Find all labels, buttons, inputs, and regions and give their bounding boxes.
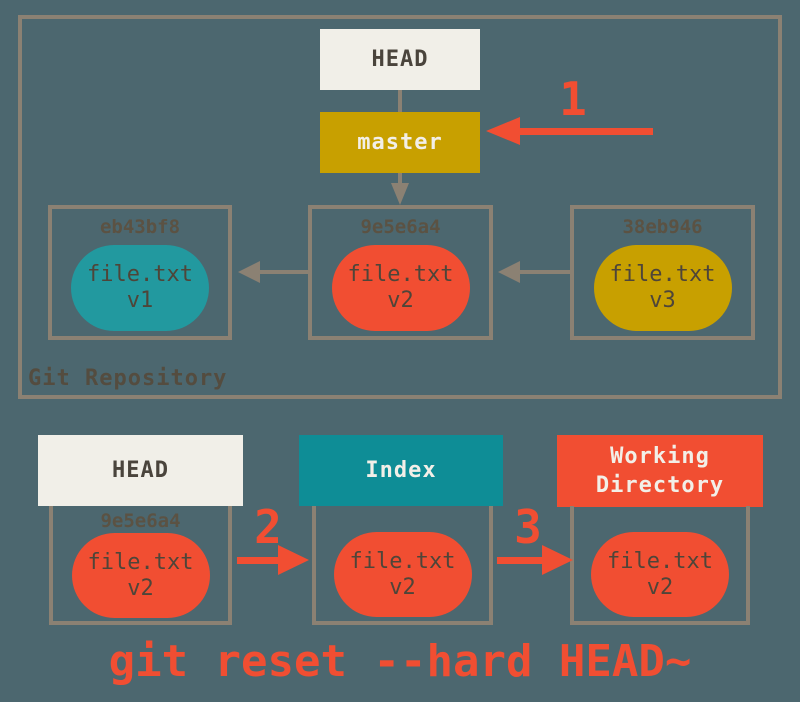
file-version: v2 [387,288,414,313]
index-snapshot-box: file.txt v2 [312,506,493,625]
step2-arrowhead-icon [278,545,312,575]
file-version: v2 [127,575,154,601]
file-version: v3 [649,288,676,313]
commit2-to-commit1-line [256,270,310,274]
master-branch-label: master [357,130,443,155]
working-directory-area-box: Working Directory [557,435,763,507]
commit-box-38eb946: 38eb946 file.txt v3 [570,205,755,340]
master-to-commit-line [398,173,402,185]
head-area-box: HEAD [38,435,243,506]
index-area-box: Index [299,435,503,506]
commit-box-eb43bf8: eb43bf8 file.txt v1 [48,205,232,340]
commit3-to-commit2-arrowhead-icon [495,261,520,283]
head-ref-label: HEAD [371,47,429,72]
file-name: file.txt [349,548,456,574]
file-blob-v1: file.txt v1 [71,245,209,331]
head-ref-box: HEAD [320,29,480,90]
step1-number: 1 [559,72,587,126]
commit3-to-commit2-line [516,270,570,274]
git-repository-container [18,15,782,399]
step3-arrow-bar [497,557,542,564]
head-snapshot-hash: 9e5e6a4 [100,510,181,532]
git-command-caption: git reset --hard HEAD~ [108,636,692,687]
head-to-master-line [398,90,402,112]
commit-hash: eb43bf8 [99,216,181,238]
head-area-label: HEAD [112,458,169,483]
step3-arrowhead-icon [542,545,576,575]
file-blob-v2: file.txt v2 [331,245,470,331]
file-name: file.txt [609,262,716,287]
commit-hash: 9e5e6a4 [360,216,441,238]
head-file-blob: file.txt v2 [71,533,210,618]
file-version: v2 [389,574,416,600]
step1-arrowhead-icon [483,117,520,145]
file-blob-v3: file.txt v3 [593,245,732,331]
index-area-label: Index [365,458,437,483]
file-version: v1 [126,288,154,313]
file-name: file.txt [87,262,193,287]
commit-box-9e5e6a4: 9e5e6a4 file.txt v2 [308,205,493,340]
head-snapshot-box: 9e5e6a4 file.txt v2 [49,506,232,625]
workdir-file-blob: file.txt v2 [591,532,729,617]
step2-arrow-bar [237,557,278,564]
file-name: file.txt [607,548,713,574]
working-directory-label: Working Directory [595,444,725,498]
master-to-commit-arrowhead-icon [391,183,409,208]
commit2-to-commit1-arrowhead-icon [235,261,260,283]
file-name: file.txt [87,549,194,575]
step2-number: 2 [254,500,282,554]
index-file-blob: file.txt v2 [333,532,472,617]
file-version: v2 [646,574,674,600]
step1-arrow-bar [515,128,653,135]
workdir-snapshot-box: file.txt v2 [570,506,750,625]
git-repository-label: Git Repository [28,366,228,391]
commit-hash: 38eb946 [622,216,703,238]
file-name: file.txt [347,262,454,287]
master-branch-box: master [320,112,480,173]
step3-number: 3 [514,500,542,554]
